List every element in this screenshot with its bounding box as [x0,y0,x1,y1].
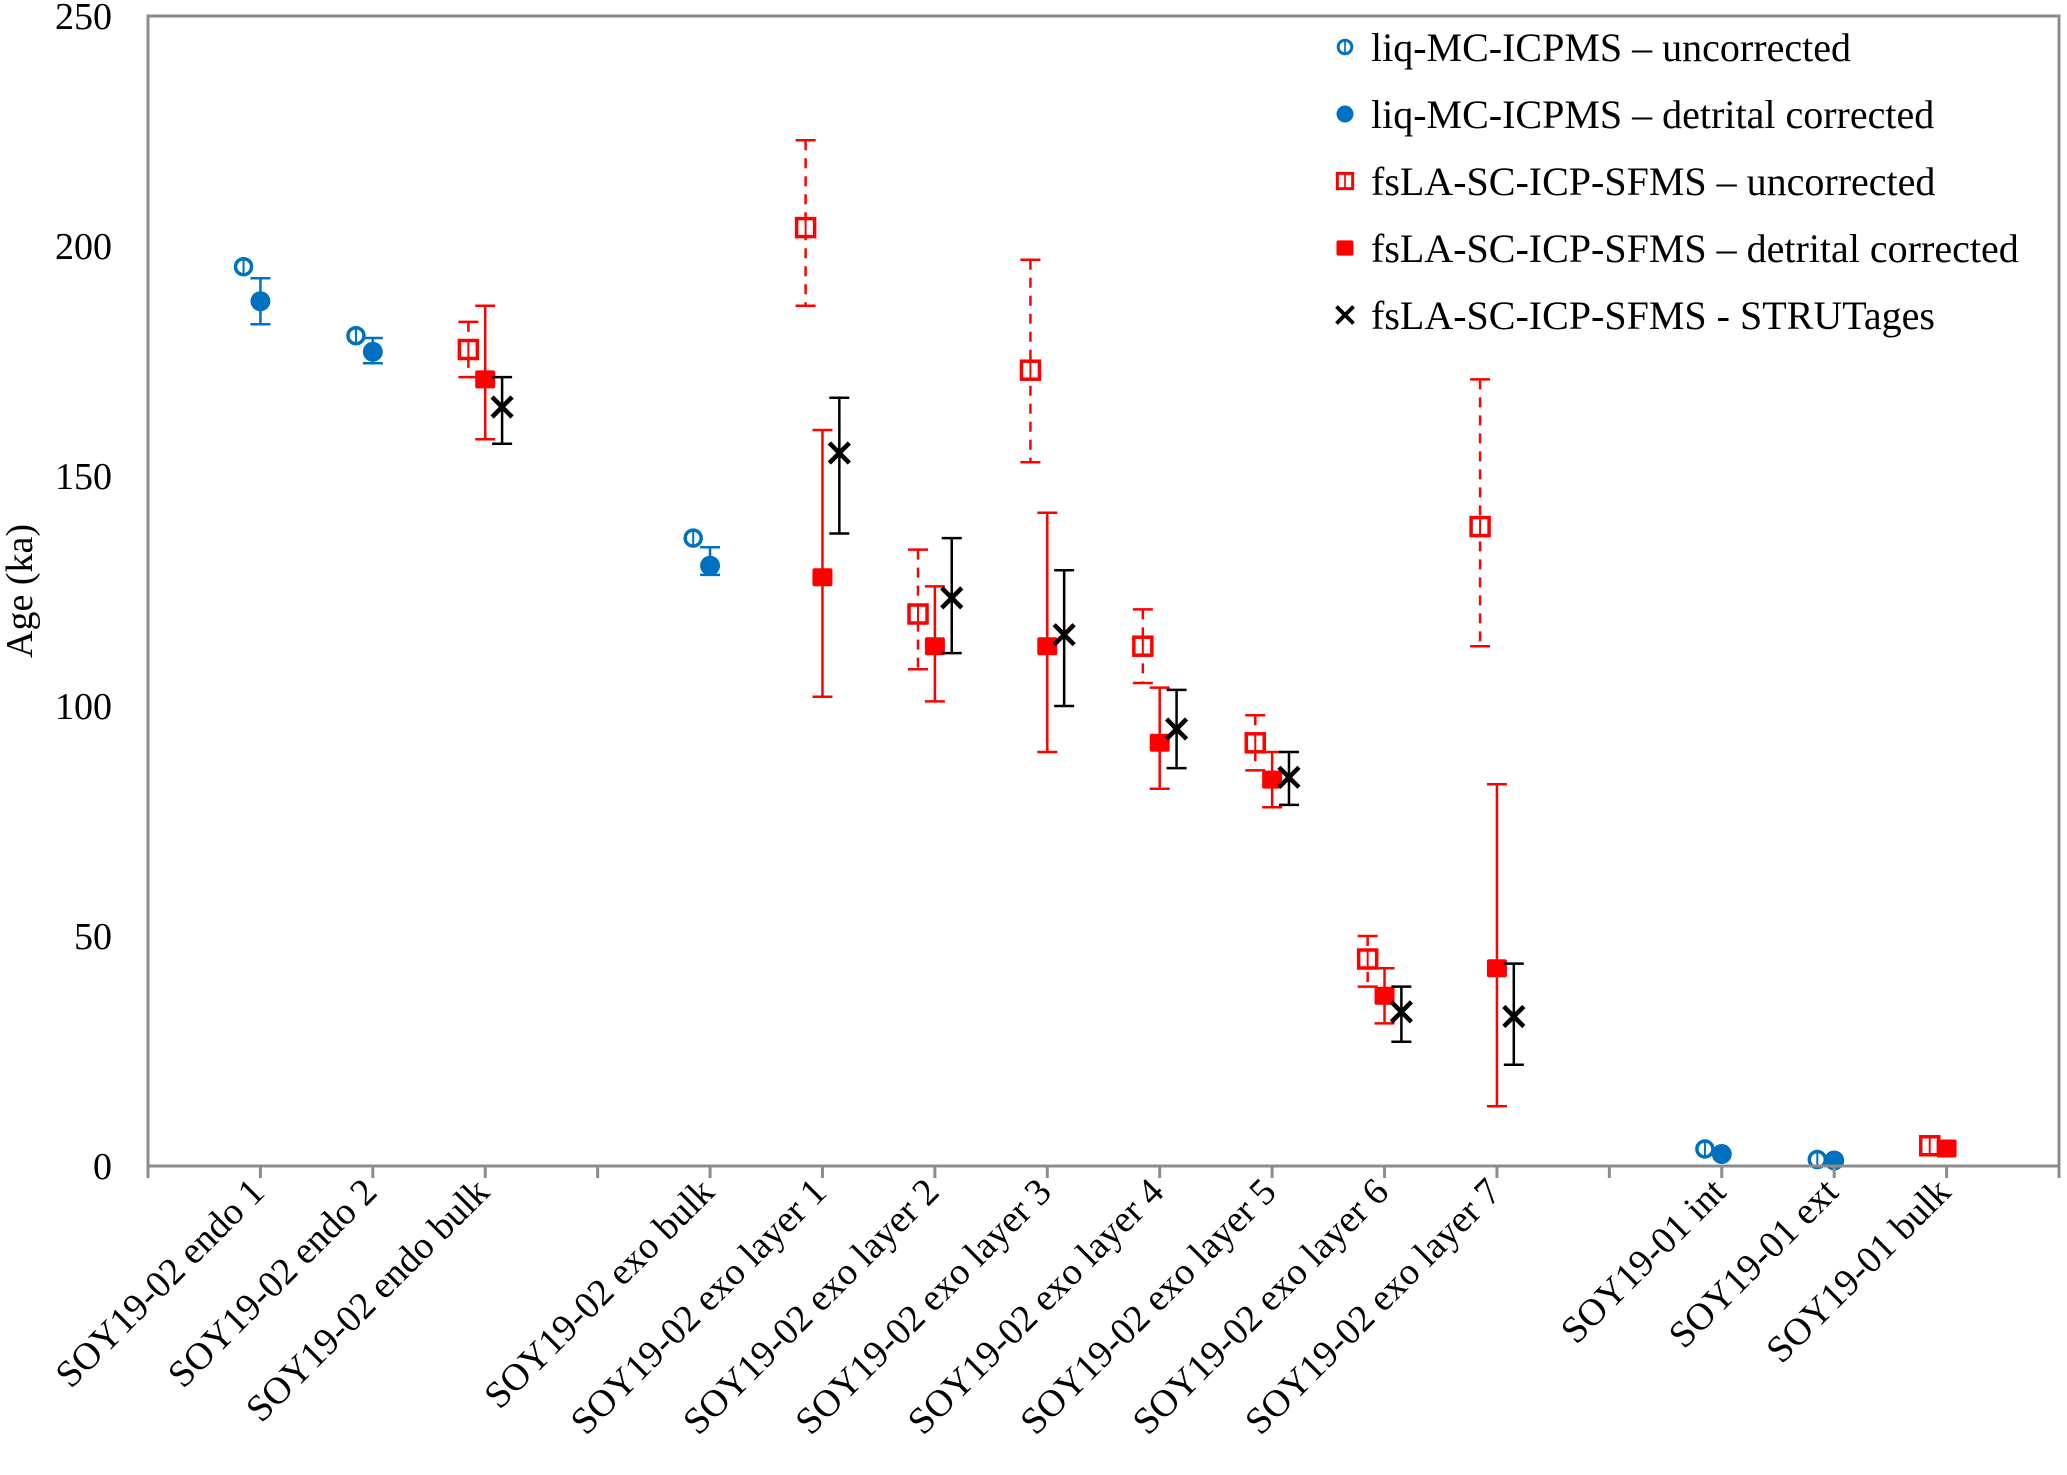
y-tick-label: 150 [55,456,112,498]
x-stroke-b [1335,305,1355,325]
legend-item: fsLA-SC-ICP-SFMS – uncorrected [1335,159,1935,204]
legend-item: liq-MC-ICPMS – detrital corrected [1336,92,1934,137]
data-point [907,603,929,625]
data-point [1132,635,1154,657]
y-axis-title: Age (ka) [0,524,41,658]
series-liq-mc-icpms-uncorrected [233,256,1828,1170]
data-point [940,586,964,610]
x-stroke-b [827,441,851,465]
data-point [1149,733,1170,752]
data-point [1389,1000,1413,1024]
legend-marker-icon [1335,305,1355,325]
legend-label: liq-MC-ICPMS – uncorrected [1371,25,1851,70]
legend-marker-icon [1336,240,1354,256]
y-tick-label: 100 [55,686,112,728]
data-point [346,325,366,346]
data-point [1262,770,1283,789]
data-point [457,338,480,361]
data-point [1037,637,1058,656]
plot-frame [146,14,2061,1168]
data-point [827,441,851,465]
legend-marker-icon [1336,38,1354,56]
data-point [1695,1139,1715,1159]
x-stroke-b [1389,1000,1413,1024]
data-point [1164,717,1189,741]
x-stroke-b [490,395,514,419]
data-marks [233,138,1957,1171]
series-fsla-sc-icp-sfms-strutages [490,375,1526,1067]
y-tick-label: 200 [55,226,112,268]
data-point [1711,1144,1732,1165]
data-point [233,256,254,277]
legend-label: fsLA-SC-ICP-SFMS - STRUTages [1371,293,1935,338]
data-point [250,291,271,312]
x-stroke-b [1502,1004,1526,1029]
legend-marker-icon [1335,171,1355,191]
series-fsla-sc-icp-sfms-uncorrected [457,138,1941,1157]
error-bar [492,375,513,446]
error-bar [812,428,833,699]
data-point [475,370,496,389]
error-bar [1470,378,1491,648]
y-tick-label: 50 [74,916,112,958]
data-point [1486,959,1507,978]
data-point [812,568,833,587]
legend-label: liq-MC-ICPMS – detrital corrected [1371,92,1934,137]
legend-label: fsLA-SC-ICP-SFMS – detrital corrected [1371,226,2019,271]
data-point [1502,1004,1526,1029]
data-point [1918,1135,1941,1157]
data-point [683,528,703,548]
error-bar [1037,511,1058,754]
x-stroke-b [1277,765,1301,789]
series-liq-mc-icpms-detrital-corrected [250,276,1845,1171]
series-fsla-sc-icp-sfms-detrital-corrected [475,304,1957,1158]
legend-item: fsLA-SC-ICP-SFMS - STRUTages [1335,293,1935,338]
data-point [1244,732,1267,754]
error-bar [795,138,816,308]
error-bar [1020,258,1041,464]
data-point [1469,515,1491,538]
y-tick-label: 0 [93,1146,112,1188]
data-point [1019,359,1042,381]
legend-item: liq-MC-ICPMS – uncorrected [1336,25,1851,70]
legend-item: fsLA-SC-ICP-SFMS – detrital corrected [1336,226,2019,271]
x-tick-label: SOY19-02 endo 2 [160,1171,385,1396]
data-point [924,637,945,656]
data-point [1356,948,1379,970]
x-stroke-b [940,586,964,610]
y-tick-label: 250 [55,0,112,38]
data-point [794,216,817,239]
legend: liq-MC-ICPMS – uncorrected liq-MC-ICPMS –… [1335,25,2019,338]
data-point [362,341,383,362]
error-bar [1486,782,1507,1108]
legend-label: fsLA-SC-ICP-SFMS – uncorrected [1371,159,1935,204]
error-bar [829,396,850,535]
x-tick-label: SOY19-02 endo 1 [48,1171,273,1396]
data-point [1052,623,1076,647]
data-point [1936,1139,1957,1158]
legend-marker-icon [1336,105,1354,123]
data-point [490,395,514,419]
error-bar [1054,569,1075,708]
data-point [1374,986,1395,1005]
x-stroke-b [1052,623,1076,647]
data-point [700,555,721,576]
data-point [1277,765,1301,789]
x-stroke-b [1164,717,1189,741]
